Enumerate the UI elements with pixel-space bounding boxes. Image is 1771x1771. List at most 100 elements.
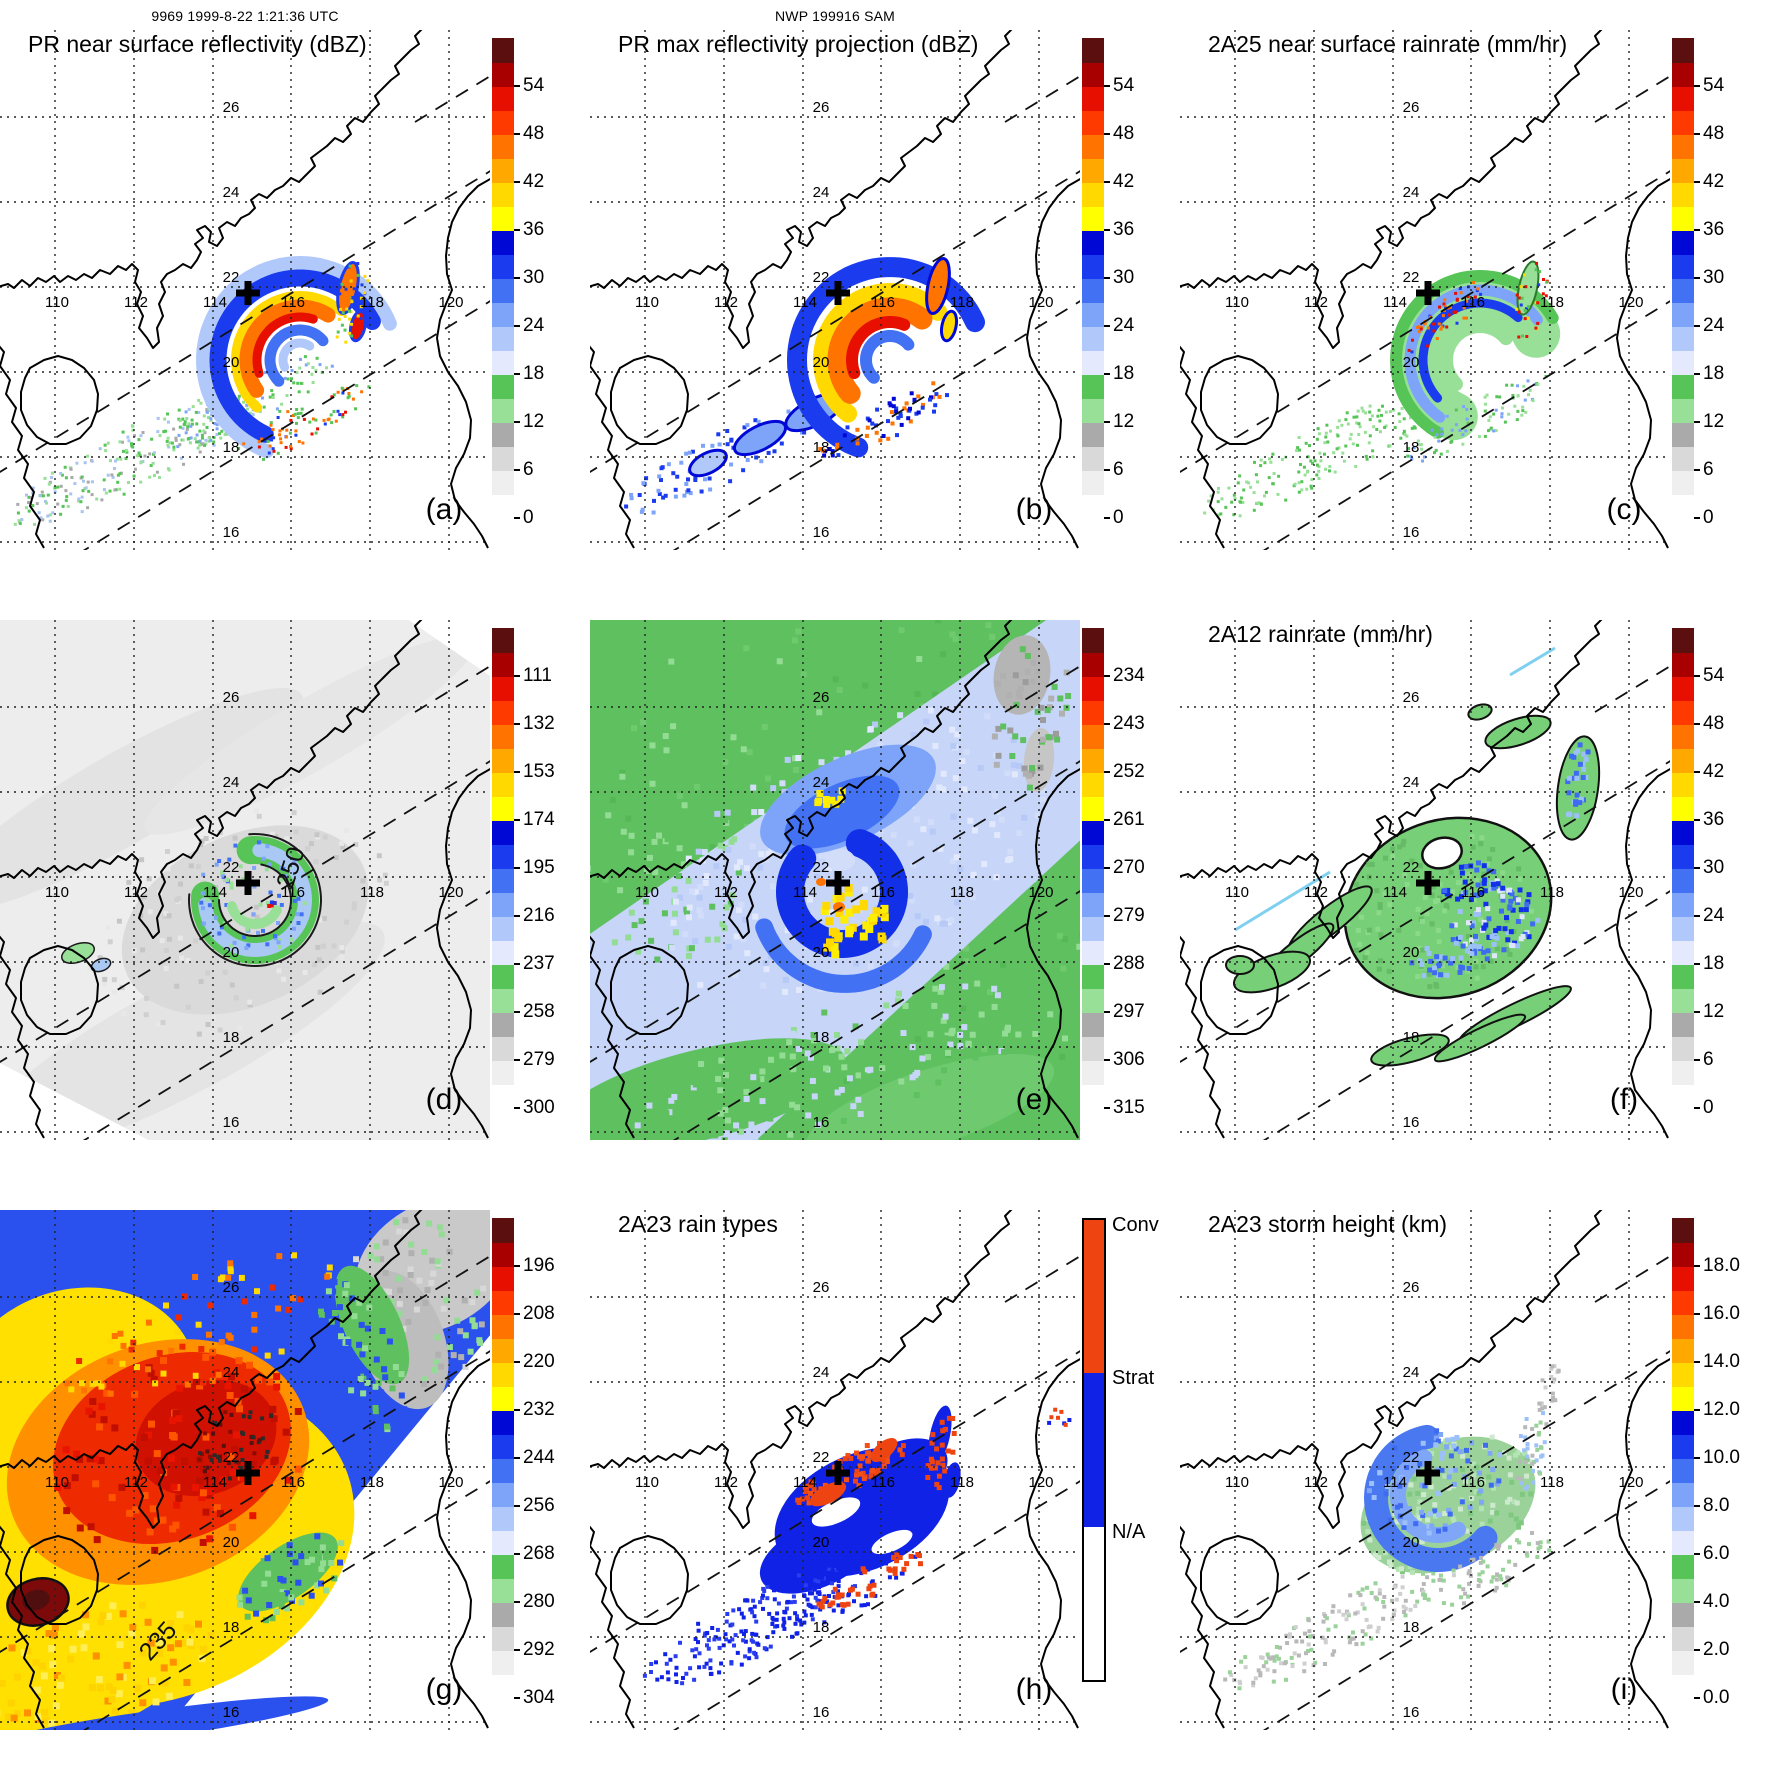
- colorbar-tick-mark: [1694, 819, 1700, 821]
- lon-label: 112: [714, 884, 738, 901]
- colorbar-tick-mark: [1694, 133, 1700, 135]
- colorbar-segment: [1672, 1386, 1694, 1411]
- colorbar-segment: [1672, 470, 1694, 495]
- colorbar-tick-mark: [514, 1409, 520, 1411]
- data-field: [624, 257, 985, 515]
- colorbar-segment: [492, 1060, 514, 1085]
- colorbar-tick-label: 304: [523, 1687, 555, 1708]
- colorbar-tick-label: 12: [1113, 411, 1135, 432]
- colorbar-tick-label: 252: [1113, 761, 1145, 782]
- colorbar-segment: [1082, 892, 1104, 917]
- colorbar-tick-label: 244: [523, 1447, 555, 1468]
- colorbar-segment: [1672, 724, 1694, 749]
- lon-label: 118: [360, 294, 384, 311]
- data-blob: [238, 1532, 338, 1612]
- colorbar-segment: [1082, 676, 1104, 701]
- data-arc-band: [1438, 319, 1513, 391]
- data-blob: [825, 849, 855, 871]
- colorbar-segment: [492, 1578, 514, 1603]
- lon-label: 118: [360, 1474, 384, 1491]
- colorbar-segment: [1082, 374, 1104, 399]
- colorbar-tick-label: 315: [1113, 1097, 1145, 1118]
- storm-center-cross: [826, 1461, 850, 1485]
- lon-label: 112: [714, 294, 738, 311]
- storm-center-cross: [236, 871, 260, 895]
- colorbar-tick-mark: [1694, 229, 1700, 231]
- lat-label: 24: [223, 184, 240, 201]
- lon-label: 118: [1540, 294, 1564, 311]
- map-panel-a: 110 112 114 116 118 120 26 24 22 20 18 16 (a): [0, 30, 490, 550]
- colorbar-tick-label: 12: [1703, 1001, 1725, 1022]
- colorbar-segment: [1672, 964, 1694, 989]
- colorbar-tick-label: 208: [523, 1303, 555, 1324]
- colorbar-tick-label: 6: [1703, 1049, 1714, 1070]
- colorbar-tick-mark: [1694, 1697, 1700, 1699]
- colorbar-tick-mark: [514, 133, 520, 135]
- colorbar-segment: [492, 1626, 514, 1651]
- lon-label: 114: [793, 294, 817, 311]
- data-blob: [759, 1516, 877, 1594]
- colorbar-tick-mark: [1104, 85, 1110, 87]
- colorbar-segment: [492, 302, 514, 327]
- colorbar-tick-mark: [1694, 1553, 1700, 1555]
- colorbar-segment: [492, 38, 514, 63]
- colorbar-tick-mark: [514, 469, 520, 471]
- colorbar-segment: [1672, 398, 1694, 423]
- lat-label: 16: [1403, 1114, 1420, 1131]
- coastline: [1180, 30, 1670, 549]
- colorbar-segment: [1672, 494, 1694, 519]
- colorbar-segment: [1082, 446, 1104, 471]
- colorbar-tick-mark: [1694, 469, 1700, 471]
- colorbar-tick-label: 232: [523, 1399, 555, 1420]
- data-region: [408, 620, 490, 676]
- colorbar-segment: [492, 1386, 514, 1411]
- colorbar-segment: [492, 1012, 514, 1037]
- swath-edge-lines: [1180, 1255, 1670, 1730]
- colorbar-segment: [492, 772, 514, 797]
- colorbar-segment: [1082, 964, 1104, 989]
- lat-label: 18: [223, 439, 240, 456]
- colorbar-segment: [1672, 652, 1694, 677]
- colorbar-tick-label: 54: [523, 75, 545, 96]
- colorbar-segment: [1082, 652, 1104, 677]
- lat-label: 16: [1403, 524, 1420, 541]
- lat-label: 20: [813, 944, 830, 961]
- data-blob: [784, 775, 900, 849]
- coastline: [590, 620, 1080, 1139]
- lon-label: 116: [281, 294, 305, 311]
- colorbar-segment: [1082, 254, 1104, 279]
- colorbar-segment: [492, 350, 514, 375]
- lon-label: 118: [950, 1474, 974, 1491]
- colorbar-tick-mark: [1104, 675, 1110, 677]
- colorbar-segment-strat: [1084, 1373, 1104, 1527]
- colorbar-tick-label: 220: [523, 1351, 555, 1372]
- colorbar-segment: [1672, 134, 1694, 159]
- lat-label: 20: [1403, 944, 1420, 961]
- colorbar-tick-mark: [1694, 1409, 1700, 1411]
- lat-label: 20: [223, 1534, 240, 1551]
- colorbar-segment: [492, 326, 514, 351]
- colorbar-tick-label: 153: [523, 761, 555, 782]
- colorbar-tick-mark: [1694, 1107, 1700, 1109]
- lat-label: 26: [223, 1279, 240, 1296]
- map-panel-b: 110 112 114 116 118 120 26 24 22 20 18 16 (b): [590, 30, 1080, 550]
- lat-label: 20: [223, 354, 240, 371]
- colorbar-tick-mark: [1104, 325, 1110, 327]
- lat-label: 24: [223, 774, 240, 791]
- colorbar-tick-label: 30: [1703, 857, 1725, 878]
- colorbar-tick-mark: [1694, 1457, 1700, 1459]
- colorbar-category-label: Strat: [1112, 1367, 1155, 1390]
- colorbar-segment: [1082, 86, 1104, 111]
- data-blob: [144, 635, 476, 835]
- panel-letter: (a): [426, 493, 463, 526]
- colorbar-tick-label: 261: [1113, 809, 1145, 830]
- colorbar-segment: [492, 1218, 514, 1243]
- storm-center-cross: [236, 281, 260, 305]
- colorbar-tick-label: 268: [523, 1543, 555, 1564]
- map-panel-f: 110 112 114 116 118 120 26 24 22 20 18 16 (f): [1180, 620, 1670, 1140]
- colorbar-tick-mark: [1104, 1107, 1110, 1109]
- colorbar-segment: [1082, 700, 1104, 725]
- colorbar-segment: [492, 796, 514, 821]
- colorbar-tick-mark: [1694, 1649, 1700, 1651]
- colorbar-segment: [492, 110, 514, 135]
